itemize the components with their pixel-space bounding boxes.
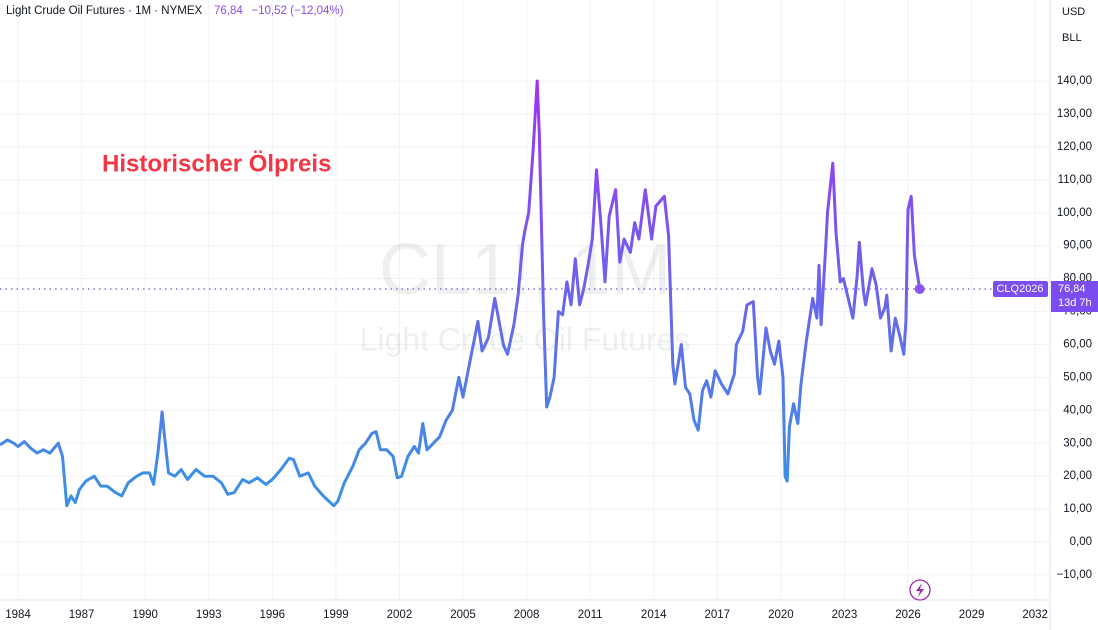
x-tick-label: 2014 [641, 609, 667, 621]
x-tick-label: 1993 [196, 609, 222, 621]
y-tick-label: 100,00 [1057, 207, 1092, 219]
header-title: Light Crude Oil Futures · 1M · NYMEX [6, 5, 203, 17]
watermark-symbol: CL1!, 1M [379, 230, 671, 310]
watermark-name: Light Crude Oil Futures [360, 321, 691, 357]
price-line [0, 79, 922, 508]
x-tick-label: 1987 [69, 609, 95, 621]
x-tick-label: 1999 [323, 609, 349, 621]
y-tick-label: 140,00 [1057, 75, 1092, 87]
x-tick-label: 2011 [578, 609, 603, 621]
x-tick-label: 1984 [5, 609, 31, 621]
y-tick-label: 110,00 [1058, 174, 1092, 186]
y-tick-label: 0,00 [1070, 536, 1092, 548]
x-tick-label: 2029 [959, 609, 985, 621]
x-tick-label: 2008 [514, 609, 540, 621]
y-tick-label: 130,00 [1057, 108, 1092, 120]
x-tick-label: 2005 [450, 609, 476, 621]
y-tick-label: 60,00 [1063, 338, 1092, 350]
plot [0, 79, 1050, 508]
x-tick-label: 2023 [832, 609, 858, 621]
y-tick-label: 50,00 [1063, 371, 1092, 383]
y-tick-label: 30,00 [1063, 437, 1092, 449]
y-tick-label: 10,00 [1063, 503, 1092, 515]
countdown: 13d 7h [1058, 297, 1092, 309]
price-tag-label: 76,84 [1058, 283, 1086, 295]
event-bolt [916, 583, 924, 597]
x-tick-label: 2017 [705, 609, 731, 621]
grid [0, 0, 1050, 600]
currency: USD [1062, 6, 1085, 18]
x-tick-label: 1996 [260, 609, 286, 621]
symbol-tag [993, 281, 1048, 298]
price-tag [1051, 281, 1098, 313]
x-tick-label: 2032 [1022, 609, 1048, 621]
symbol-tag-label: CLQ2026 [996, 283, 1043, 295]
y-tick-label: 40,00 [1063, 404, 1092, 416]
header-change: −10,52 (−12,04%) [251, 5, 343, 17]
x-tick-label: 2002 [387, 609, 413, 621]
y-tick-label: −10,00 [1057, 569, 1093, 581]
y-tick-label: 90,00 [1063, 240, 1092, 252]
annotation: Historischer Ölpreis [102, 150, 331, 177]
unit: BLL [1062, 32, 1082, 44]
last-price-dot [914, 284, 925, 295]
header-price: 76,84 [214, 5, 243, 17]
x-tick-label: 2026 [895, 609, 921, 621]
y-tick-label: 120,00 [1057, 141, 1092, 153]
y-tick-label: 20,00 [1063, 470, 1092, 482]
x-tick-label: 2020 [768, 609, 794, 621]
x-tick-label: 1990 [132, 609, 158, 621]
